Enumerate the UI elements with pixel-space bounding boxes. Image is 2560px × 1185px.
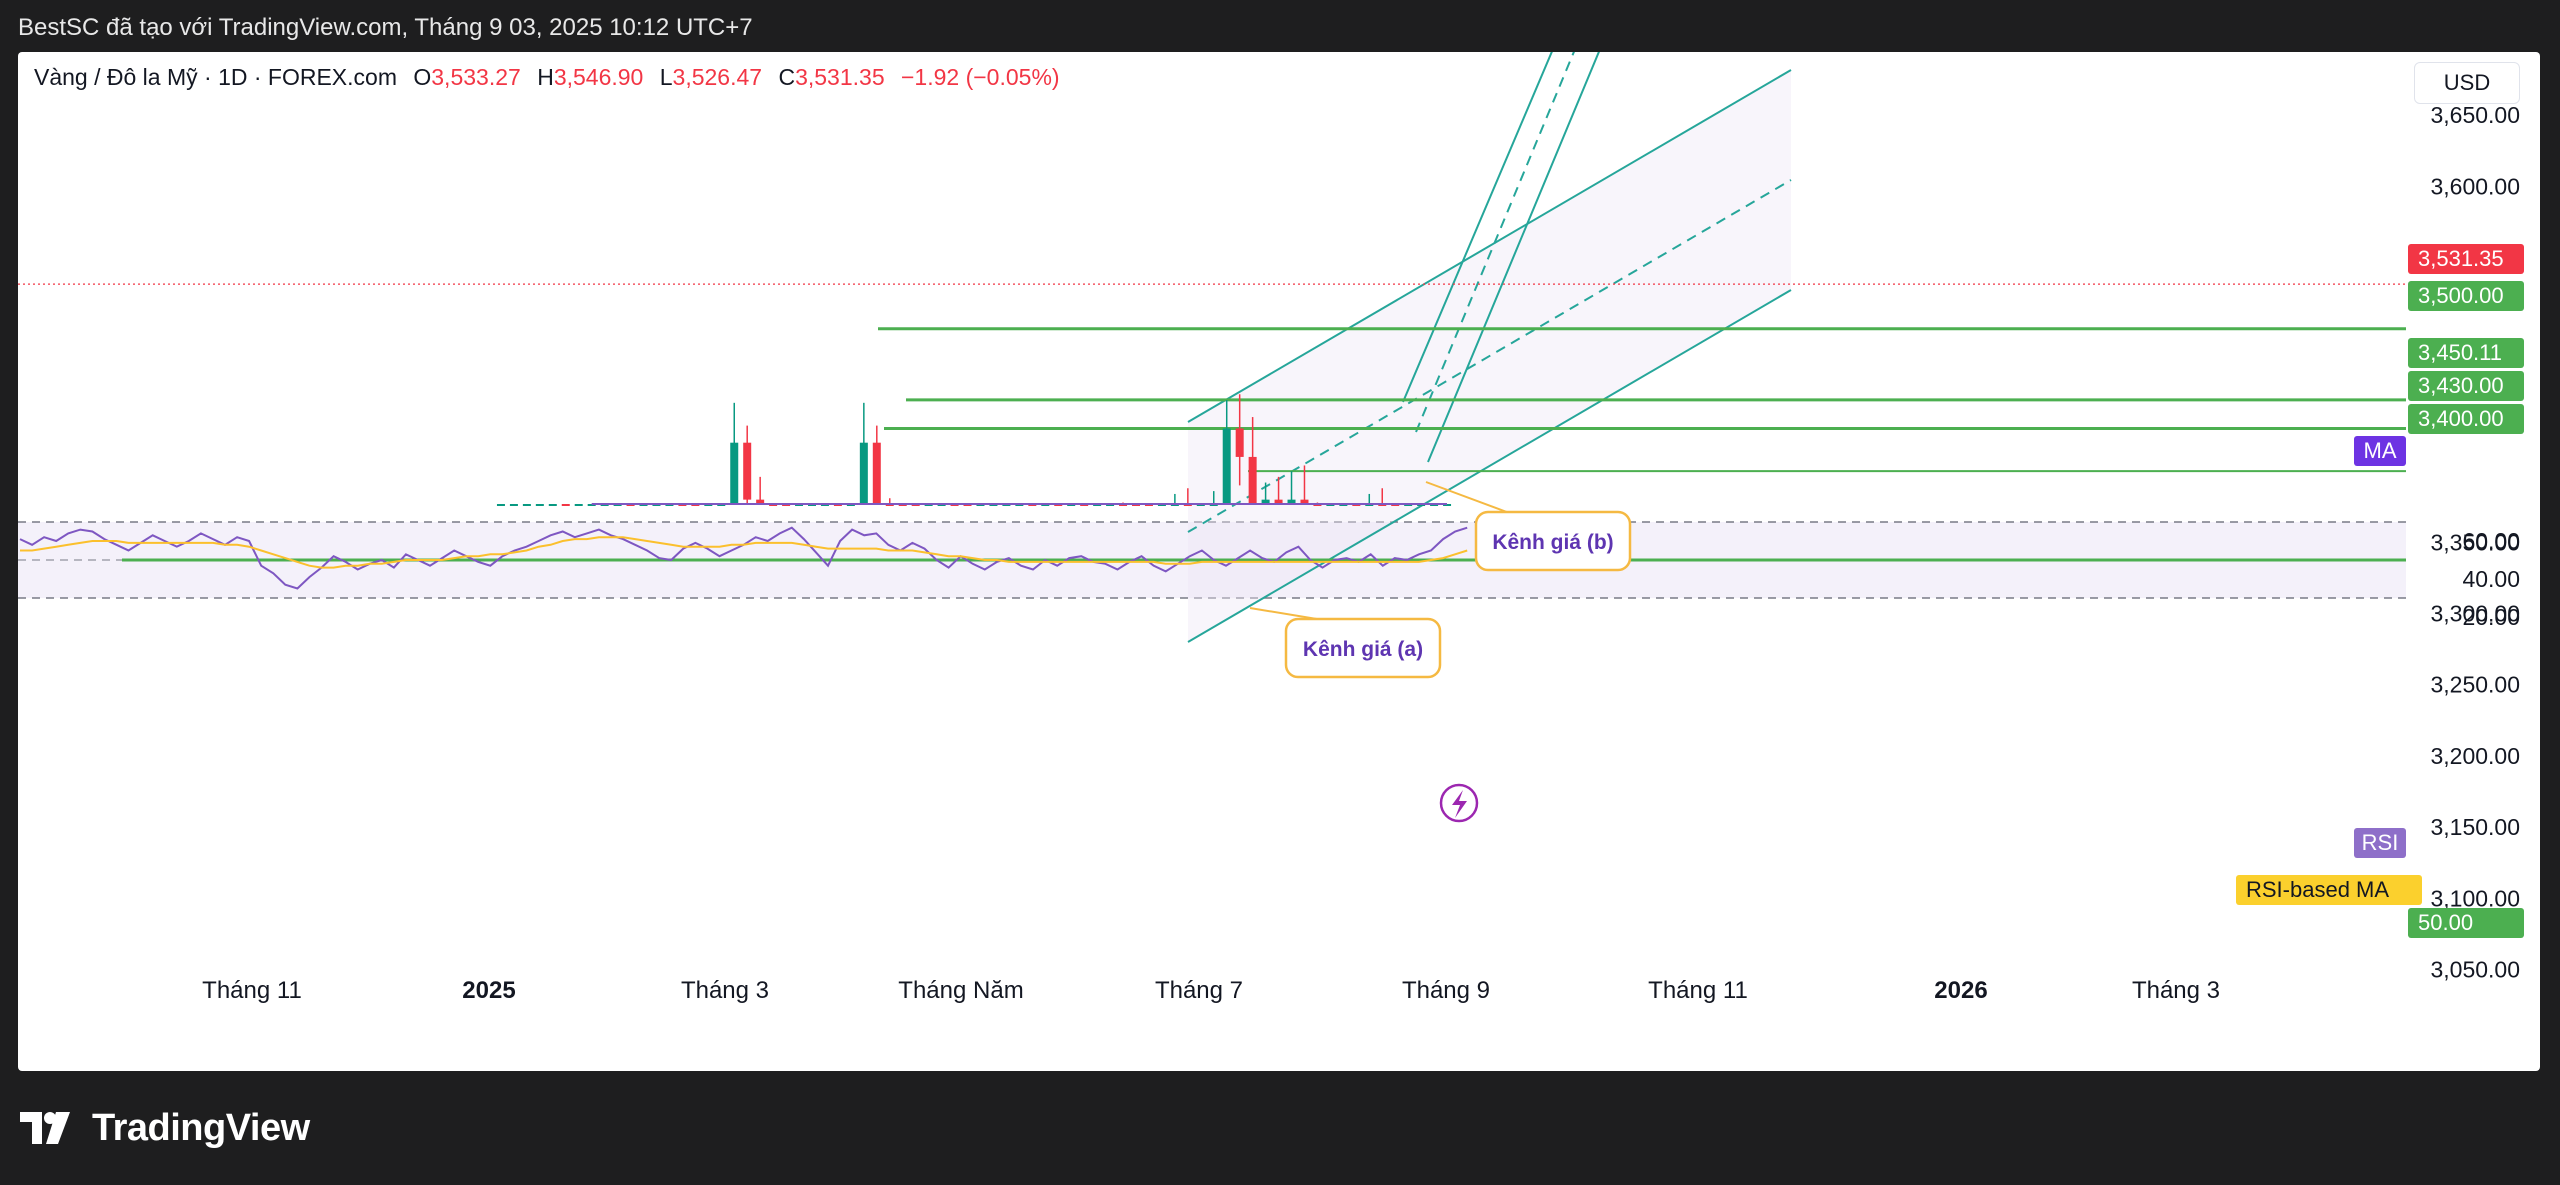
price-tick: 3,350.00 [2430,529,2520,555]
time-tick: Tháng 9 [1402,977,1490,1004]
channel-layer [1187,52,1792,643]
low-value: 3,526.47 [672,64,763,90]
last-price-tag: 3,531.35 [2408,244,2524,274]
price-tick: 3,050.00 [2430,956,2520,982]
level-tag-3400[interactable]: 3,400.00 [2408,404,2524,434]
candle-body [548,504,557,506]
candle-body [1235,428,1244,457]
level-tag-3500[interactable]: 3,500.00 [2408,281,2524,311]
candle-body [743,442,752,500]
time-tick: Tháng 11 [202,977,302,1004]
callout-a-pointer [1249,607,1317,620]
callout-b-pointer [1425,481,1508,513]
candle-body [496,504,505,506]
candle-body [522,504,531,506]
candle-body [872,442,881,504]
open-key: O [413,64,432,90]
channel-b-upper [1402,52,1553,403]
channel-a-lower [1187,289,1792,643]
price-tick: 3,100.00 [2430,885,2520,911]
callout-a-label: Kênh giá (a) [1303,638,1423,661]
time-tick: 2026 [1934,977,1987,1004]
channel-b-mid [1415,52,1575,433]
level-layer [18,283,2406,562]
candle-body [509,504,518,506]
time-tick: 2025 [462,977,515,1004]
high-key: H [537,64,554,90]
candle-body [574,504,583,506]
rsi-ma-line [20,536,1468,569]
ohlc-legend: Vàng / Đô la Mỹ · 1D · FOREX.com O3,533.… [34,64,1060,91]
symbol-label[interactable]: Vàng / Đô la Mỹ · 1D · FOREX.com [34,64,397,90]
price-tick: 3,300.00 [2430,601,2520,627]
open-value: 3,533.27 [431,64,521,90]
callout-b-box [1474,510,1632,572]
candle-body [756,499,765,504]
low-key: L [659,64,673,90]
price-tick: 3,250.00 [2430,672,2520,698]
change-value: −1.92 (−0.05%) [901,64,1060,90]
rsi-tick: 60.00 [2462,528,2520,554]
rsi-tick: 40.00 [2462,566,2520,592]
callout-layer: Kênh giá (a) Kênh giá (b) [1249,481,1632,823]
brand-label: TradingView [92,1106,310,1149]
axis-layer: 3,650.003,600.003,550.003,350.003,300.00… [202,102,2520,1004]
lightning-icon [1452,790,1467,818]
channel-b-lower [1427,52,1600,463]
candle-body [1443,504,1452,506]
rsi-ma-tag[interactable]: RSI-based MA [2236,875,2422,905]
candle-body [1274,499,1283,504]
chart-panel[interactable]: 3,650.003,600.003,550.003,350.003,300.00… [18,52,2540,1071]
callout-b-label: Kênh giá (b) [1492,531,1613,554]
level-tag-3450[interactable]: 3,450.11 [2408,338,2524,368]
time-tick: Tháng Năm [898,977,1023,1004]
tradingview-logo-icon [20,1112,70,1144]
candle-body [535,504,544,506]
candle-body [1261,499,1270,504]
time-tick: Tháng 3 [681,977,769,1004]
callout-a-box [1284,617,1442,679]
candle-body [587,504,596,506]
channel-a-mid [1187,179,1792,533]
background-layer [18,70,2406,642]
candle-body [1300,499,1309,504]
level-tag-3430[interactable]: 3,430.00 [2408,371,2524,401]
candle-body [1222,428,1231,504]
candle-body [561,504,570,506]
chart-canvas[interactable]: 3,650.003,600.003,550.003,350.003,300.00… [18,52,2540,1071]
price-tick: 3,650.00 [2430,102,2520,128]
close-key: C [778,64,796,90]
price-tick: 3,200.00 [2430,743,2520,769]
candle-body [859,442,868,504]
price-tick: 3,150.00 [2430,814,2520,840]
time-tick: Tháng 3 [2132,977,2220,1004]
channel-a-upper [1187,69,1792,423]
candle-body [1248,456,1257,504]
rsi-level-tag[interactable]: 50.00 [2408,908,2524,938]
time-tick: Tháng 7 [1155,977,1243,1004]
candle-body [730,442,739,504]
high-value: 3,546.90 [553,64,644,90]
rsi-tag[interactable]: RSI [2354,828,2406,858]
close-value: 3,531.35 [795,64,885,90]
ma-tag[interactable]: MA [2354,436,2406,466]
rsi-tick: 20.00 [2462,604,2520,630]
chart-caption: BestSC đã tạo với TradingView.com, Tháng… [18,14,753,41]
currency-selector[interactable]: USD [2414,62,2520,104]
candle-body [1287,499,1296,504]
price-tick: 3,600.00 [2430,173,2520,199]
tradingview-logo[interactable]: TradingView [20,1106,310,1149]
time-tick: Tháng 11 [1648,977,1748,1004]
rsi-layer [19,526,1468,590]
